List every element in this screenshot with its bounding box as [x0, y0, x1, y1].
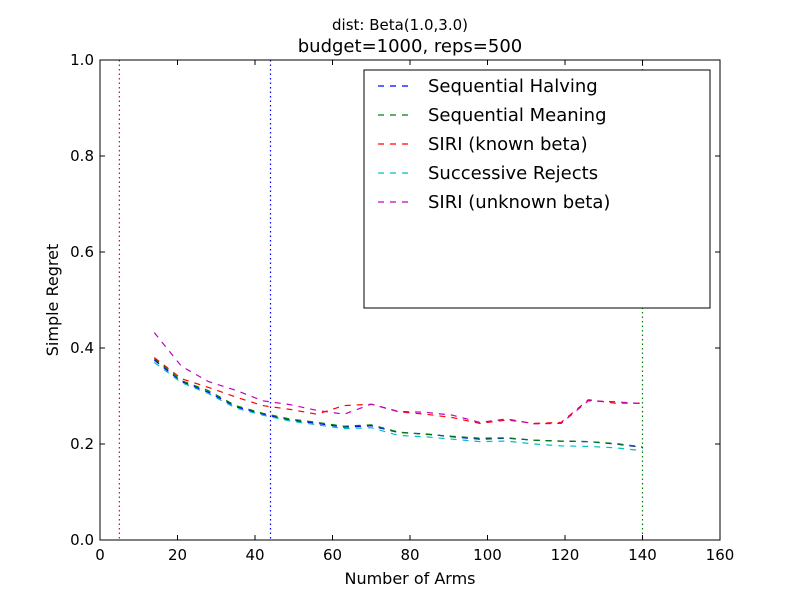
legend-label-1: Sequential Meaning: [428, 105, 607, 126]
y-axis-label: Simple Regret: [43, 244, 62, 356]
x-tick-label: 0: [95, 546, 105, 564]
series-line-2: [153, 357, 643, 425]
series-line-1: [153, 358, 643, 448]
y-tick-label: 0.8: [70, 147, 94, 165]
x-tick-label: 120: [551, 546, 580, 564]
x-tick-label: 80: [400, 546, 419, 564]
legend-box: [363, 69, 711, 309]
legend-label-2: SIRI (known beta): [428, 134, 588, 155]
series-line-3: [153, 361, 643, 452]
y-tick-label: 0.0: [70, 531, 94, 549]
axes-ticks: 0 20 40 60 80 100 120 140 160 0.0 0.2 0.4 0.6 0.8 1.0: [70, 51, 734, 564]
y-tick-label: 0.6: [70, 243, 94, 261]
chart-title: budget=1000, reps=500: [298, 36, 522, 57]
legend: Sequential Halving Sequential Meaning SIRI…: [363, 69, 711, 309]
x-tick-label: 60: [323, 546, 342, 564]
y-tick-label: 1.0: [70, 51, 94, 69]
series-line-4: [153, 332, 643, 425]
x-tick-label: 100: [473, 546, 502, 564]
legend-label-0: Sequential Halving: [428, 76, 598, 97]
x-tick-label: 40: [245, 546, 264, 564]
legend-label-3: Successive Rejects: [428, 163, 598, 184]
y-tick-label: 0.2: [70, 435, 94, 453]
x-tick-label: 140: [628, 546, 657, 564]
x-tick-label: 160: [706, 546, 735, 564]
x-axis-label: Number of Arms: [344, 569, 475, 588]
y-tick-label: 0.4: [70, 339, 94, 357]
chart-suptitle: dist: Beta(1.0,3.0): [332, 16, 468, 34]
legend-label-4: SIRI (unknown beta): [428, 192, 610, 213]
x-tick-label: 20: [168, 546, 187, 564]
